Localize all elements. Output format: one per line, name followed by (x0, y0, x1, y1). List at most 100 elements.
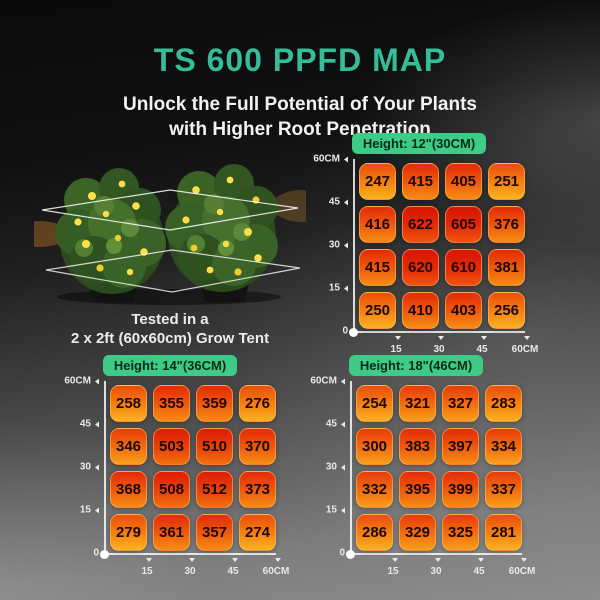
x-tick-arrow (521, 558, 527, 562)
x-tick-arrow (435, 558, 441, 562)
heatmap-cell: 355 (153, 385, 190, 422)
plants-photo (34, 164, 306, 305)
heatmap-cell: 503 (153, 428, 190, 465)
x-tick-arrow (392, 558, 398, 562)
y-axis-tick-label: 30 (326, 462, 345, 473)
heatmap-cell: 283 (485, 385, 522, 422)
origin-dot (349, 328, 358, 337)
heatmap-cell: 410 (402, 292, 439, 329)
x-axis-tick-label: 15 (141, 566, 153, 577)
origin-dot (346, 550, 355, 559)
x-axis-tick-label: 30 (430, 566, 442, 577)
heatmap-grid: 247 415 405 251 416 622 605 376 415 620 610 381 250 4… (349, 159, 530, 340)
y-tick-arrow (95, 507, 99, 513)
height-badge: Height: 18"(46CM) (348, 355, 484, 376)
heatmap-cell: 325 (442, 514, 479, 551)
y-axis-tick-label: 60CM (310, 376, 345, 387)
heatmap-cell: 286 (356, 514, 393, 551)
heatmap-cell: 359 (196, 385, 233, 422)
heatmap-grid: 254 321 327 283 300 383 397 334 332 395 399 337 286 3… (346, 381, 527, 562)
x-axis-tick-label: 60CM (262, 566, 290, 577)
y-tick-arrow (95, 421, 99, 427)
x-axis-tick-label: 30 (184, 566, 196, 577)
x-axis-tick-label: 45 (476, 344, 488, 355)
x-axis-tick-label: 30 (433, 344, 445, 355)
origin-dot (100, 550, 109, 559)
heatmap-cell: 383 (399, 428, 436, 465)
x-axis-tick-label: 60CM (511, 344, 539, 355)
y-axis-tick-label: 0 (342, 325, 348, 337)
heatmap-cell: 397 (442, 428, 479, 465)
heatmap-cell: 251 (488, 163, 525, 200)
y-axis-tick-label: 30 (80, 462, 99, 473)
y-axis-tick-label: 15 (80, 505, 99, 516)
y-tick-arrow (95, 378, 99, 384)
x-tick-arrow (524, 336, 530, 340)
heatmap-cell: 276 (239, 385, 276, 422)
x-tick-arrow (146, 558, 152, 562)
figure-caption: Tested in a 2 x 2ft (60x60cm) Grow Tent (30, 310, 310, 348)
y-axis-tick-label: 45 (326, 419, 345, 430)
x-axis-tick-label: 45 (473, 566, 485, 577)
y-tick-arrow (341, 421, 345, 427)
y-tick-arrow (341, 464, 345, 470)
ppfd-chart-height-14in: Height: 14"(36CM) 60CM 45 30 15 0 258 355 359 2… (64, 355, 289, 580)
caption-line-1: Tested in a (131, 311, 209, 328)
heatmap-cell: 327 (442, 385, 479, 422)
heatmap-cell: 405 (445, 163, 482, 200)
heatmap-cell: 250 (359, 292, 396, 329)
y-axis-labels: 60CM 45 30 15 0 (313, 154, 353, 337)
heatmap-cell: 508 (153, 471, 190, 508)
x-tick-arrow (275, 558, 281, 562)
y-axis-tick-label: 30 (329, 240, 348, 251)
heatmap-cell: 622 (402, 206, 439, 243)
heatmap-cell: 256 (488, 292, 525, 329)
plant-left (55, 168, 166, 294)
heatmap-cell: 254 (356, 385, 393, 422)
heatmap-cell: 395 (399, 471, 436, 508)
x-tick-arrow (232, 558, 238, 562)
heatmap-cell: 512 (196, 471, 233, 508)
heatmap-cell: 415 (402, 163, 439, 200)
y-axis-labels: 60CM 45 30 15 0 (310, 376, 350, 559)
heatmap-cell: 620 (402, 249, 439, 286)
x-axis-labels: 15 30 45 60CM (353, 344, 538, 358)
heatmap-cell: 281 (485, 514, 522, 551)
y-tick-arrow (344, 156, 348, 162)
heatmap-cell: 247 (359, 163, 396, 200)
y-axis-tick-label: 60CM (313, 154, 348, 165)
y-axis-tick-label: 60CM (64, 376, 99, 387)
y-axis-tick-label: 0 (339, 547, 345, 559)
y-tick-arrow (341, 507, 345, 513)
heatmap-cell: 279 (110, 514, 147, 551)
x-axis-tick-label: 15 (390, 344, 402, 355)
heatmap-cell: 337 (485, 471, 522, 508)
heatmap-cell: 258 (110, 385, 147, 422)
x-tick-arrow (189, 558, 195, 562)
heatmap-cell: 300 (356, 428, 393, 465)
heatmap-cell: 403 (445, 292, 482, 329)
measurement-plane-wireframes (41, 189, 301, 293)
ppfd-chart-height-18in: Height: 18"(46CM) 60CM 45 30 15 0 254 321 327 2… (310, 355, 535, 580)
heatmap-cell: 321 (399, 385, 436, 422)
heatmap-cell: 399 (442, 471, 479, 508)
y-axis-tick-label: 45 (329, 197, 348, 208)
height-badge: Height: 14"(36CM) (102, 355, 238, 376)
heatmap-cell: 376 (488, 206, 525, 243)
heatmap-cell: 332 (356, 471, 393, 508)
heatmap-cell: 334 (485, 428, 522, 465)
y-axis-tick-label: 45 (80, 419, 99, 430)
heatmap-cell: 329 (399, 514, 436, 551)
subtitle-line-1: Unlock the Full Potential of Your Plants (123, 94, 477, 115)
grow-tent-figure: Tested in a 2 x 2ft (60x60cm) Grow Tent (30, 148, 310, 348)
height-badge: Height: 12"(30CM) (351, 133, 487, 154)
y-axis-tick-label: 15 (329, 283, 348, 294)
x-axis-labels: 15 30 45 60CM (104, 566, 289, 580)
y-tick-arrow (344, 242, 348, 248)
x-axis-tick-label: 45 (227, 566, 239, 577)
y-tick-arrow (344, 199, 348, 205)
heatmap-cell: 370 (239, 428, 276, 465)
x-axis-labels: 15 30 45 60CM (350, 566, 535, 580)
heatmap-cell: 610 (445, 249, 482, 286)
page-title: TS 600 PPFD MAP (153, 42, 447, 78)
